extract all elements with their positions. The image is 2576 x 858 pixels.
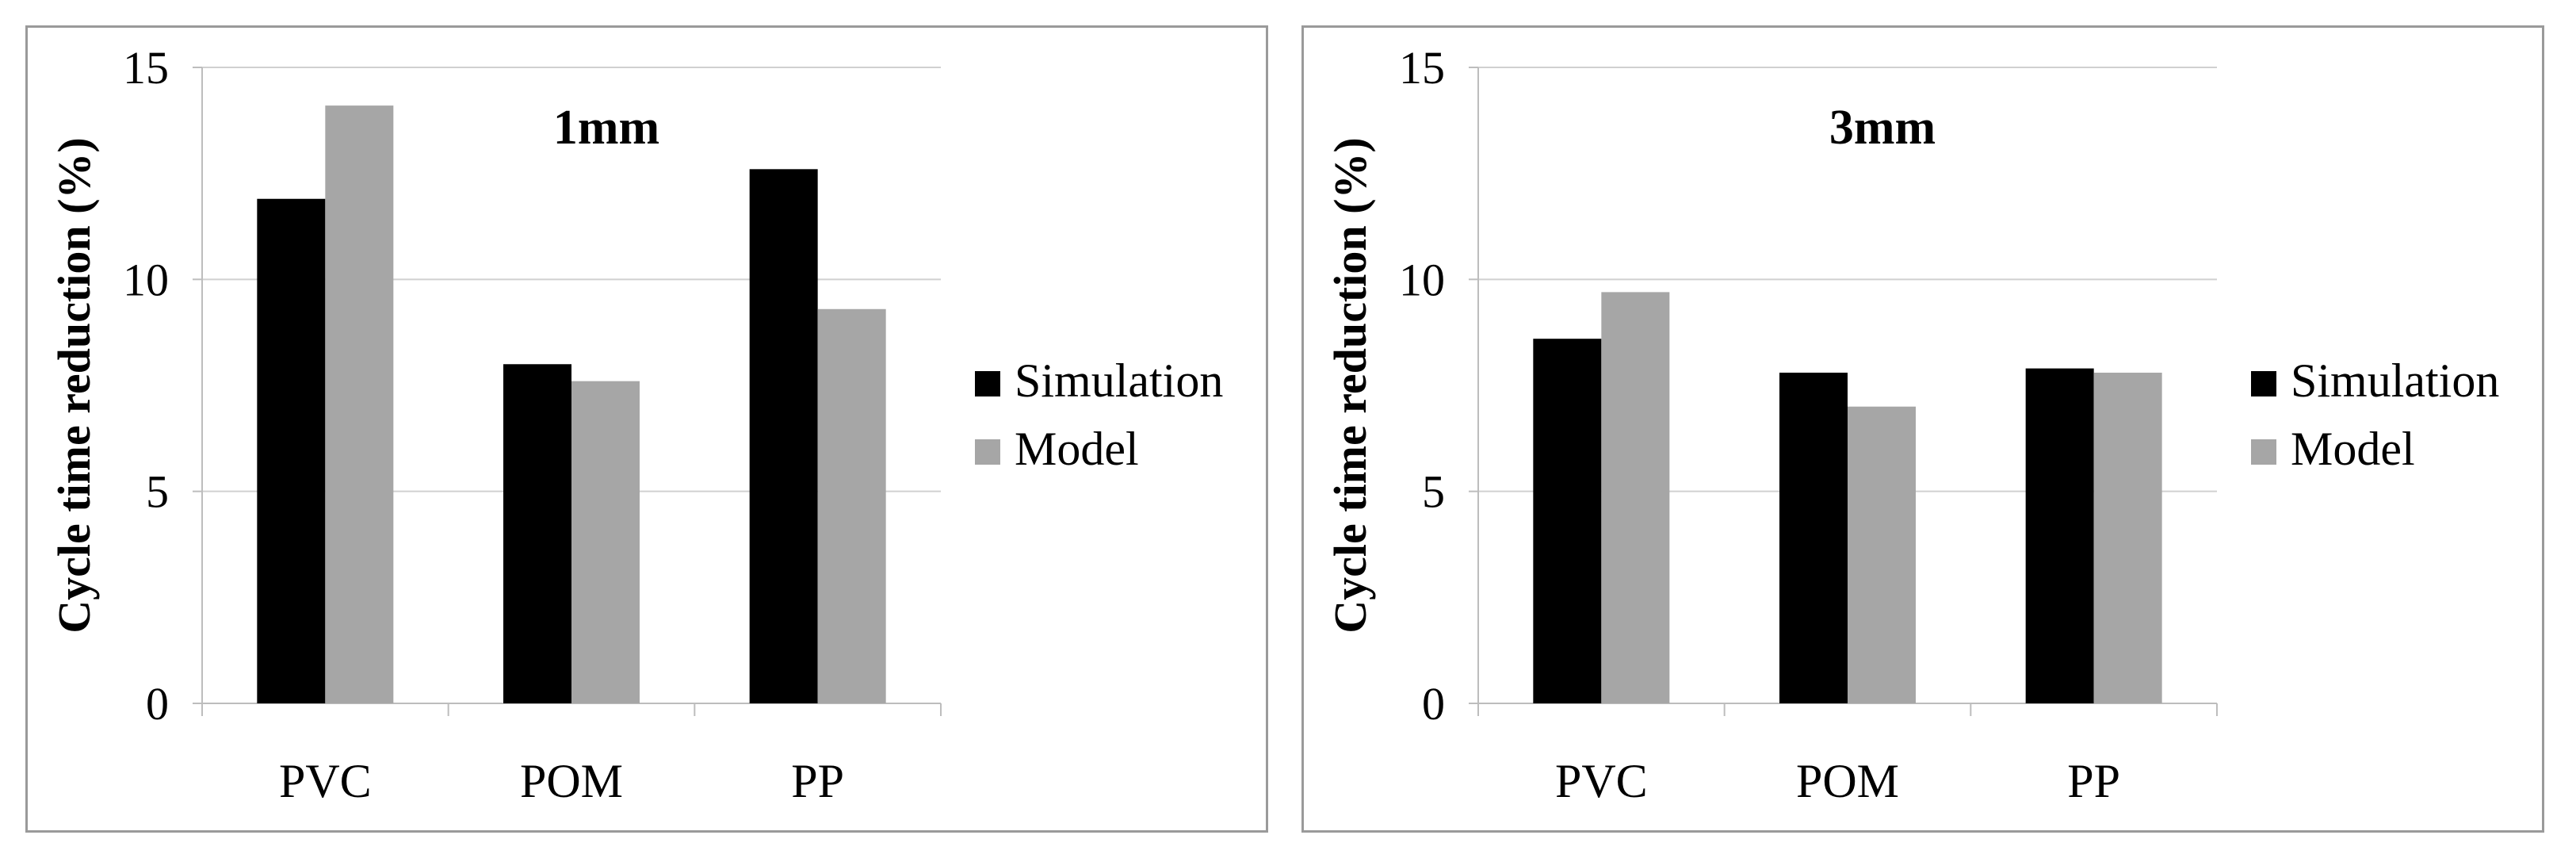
y-tick-label: 0 (1422, 678, 1445, 730)
x-tick-label: PVC (279, 755, 372, 807)
bar-model-pom (1848, 406, 1916, 703)
x-tick-label: PP (2067, 755, 2120, 807)
x-tick-label: PVC (1555, 755, 1648, 807)
y-axis-label: Cycle time reduction (%) (1324, 137, 1376, 633)
y-tick-label: 5 (146, 466, 169, 518)
legend-label-model: Model (1015, 423, 1139, 475)
x-tick-label: PP (791, 755, 844, 807)
y-axis-label: Cycle time reduction (%) (48, 137, 100, 633)
bar-simulation-pvc (1533, 339, 1602, 703)
bar-model-pp (2093, 372, 2162, 703)
legend-label-model: Model (2291, 423, 2415, 475)
chart-panel-1mm: 0 5 10 15 PVC POM PP 1mm Cycle time reduction (%… (25, 25, 1268, 833)
bar-simulation-pvc (257, 198, 326, 703)
legend-swatch-model (2251, 439, 2276, 465)
chart-title: 3mm (1829, 101, 1936, 155)
bar-chart-3mm: 0 5 10 15 PVC POM PP 3mm Cycle time reduction (%… (1324, 42, 2499, 807)
bar-model-pvc (325, 105, 394, 703)
y-tick-label: 5 (1422, 466, 1445, 518)
bar-simulation-pom (503, 364, 571, 703)
x-tick-label: POM (520, 755, 623, 807)
bar-model-pvc (1601, 292, 1670, 704)
bar-model-pp (817, 308, 886, 703)
bar-simulation-pom (1779, 372, 1848, 703)
legend-label-simulation: Simulation (2291, 354, 2499, 407)
bar-simulation-pp (749, 169, 818, 703)
y-tick-label: 10 (123, 254, 169, 305)
bar-simulation-pp (2025, 368, 2094, 703)
y-tick-label: 0 (146, 678, 169, 730)
chart-title: 1mm (553, 101, 659, 155)
y-tick-label: 10 (1399, 254, 1445, 305)
bar-chart-1mm: 0 5 10 15 PVC POM PP 1mm Cycle time reduction (%… (48, 42, 1223, 807)
legend-label-simulation: Simulation (1015, 354, 1223, 407)
chart-panel-3mm: 0 5 10 15 PVC POM PP 3mm Cycle time reduction (%… (1301, 25, 2544, 833)
legend-swatch-simulation (2251, 371, 2276, 396)
legend-swatch-simulation (975, 371, 1000, 396)
bar-model-pom (571, 381, 640, 703)
x-tick-label: POM (1796, 755, 1899, 807)
y-tick-label: 15 (123, 42, 169, 94)
y-tick-label: 15 (1399, 42, 1445, 94)
legend-swatch-model (975, 439, 1000, 465)
